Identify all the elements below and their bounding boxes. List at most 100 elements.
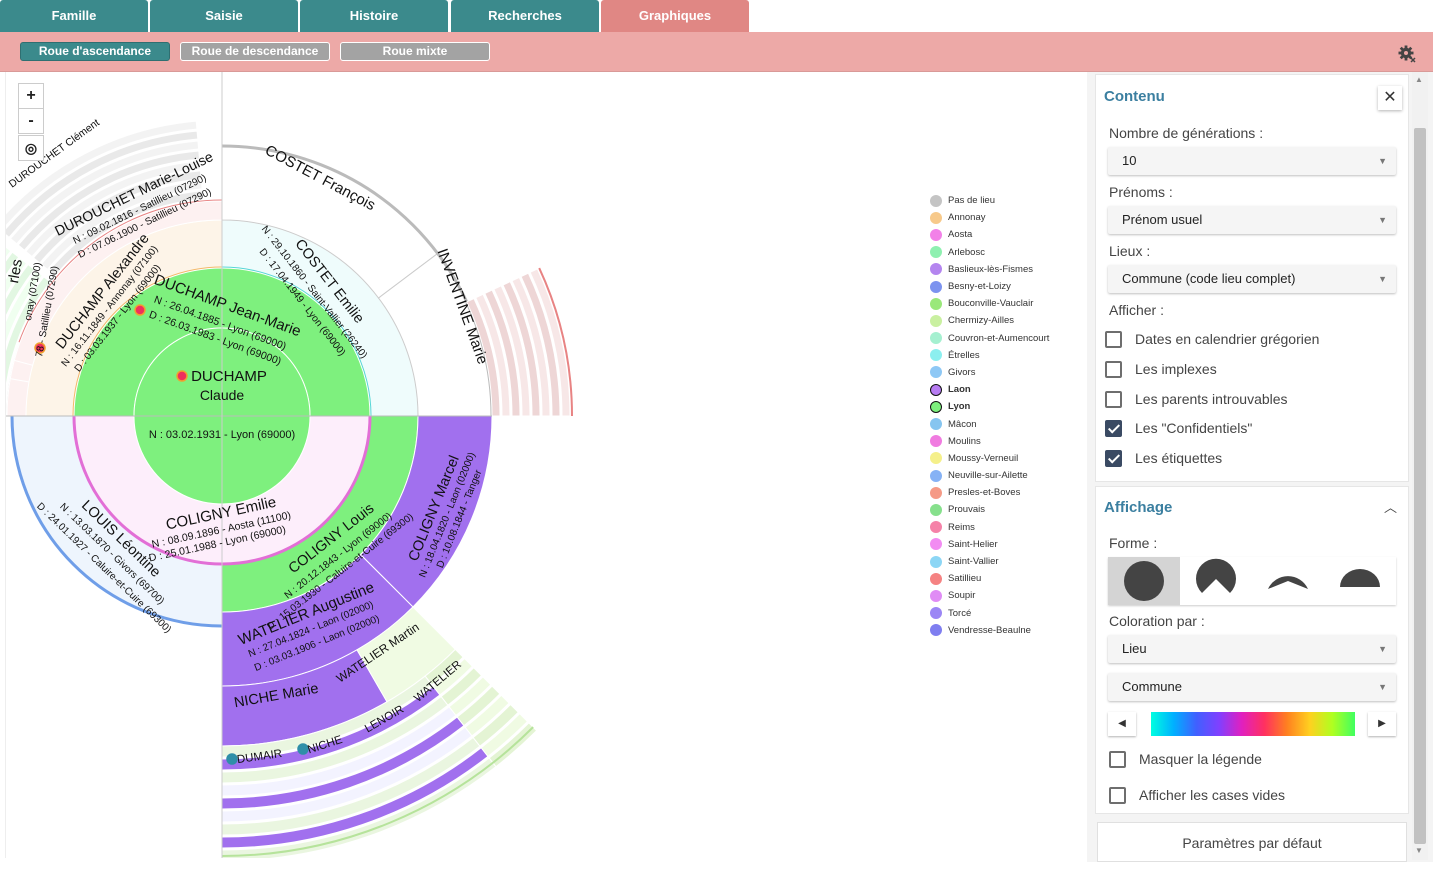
legend-color-dot [930,555,942,568]
legend-item: Pas de lieu [930,192,1049,209]
generation-6-strip[interactable] [48,190,204,277]
checkbox-etiquettes[interactable]: Les étiquettes [1105,448,1222,468]
generation-5-strip[interactable] [511,276,551,417]
generation-6-strip[interactable] [6,251,20,389]
legend-color-dot [930,624,942,637]
generation-6-strip[interactable] [464,694,510,737]
checkbox-box[interactable] [1105,419,1122,437]
generation-6-strip[interactable] [472,703,519,747]
legend-item: Presles-et-Boves [930,484,1049,501]
checkbox-box[interactable] [1109,750,1126,768]
palette-next-button[interactable]: ▶ [1368,712,1396,736]
generation-6-strip[interactable] [432,657,474,696]
checkbox-cases-vides[interactable]: Afficher les cases vides [1109,785,1285,805]
legend-label: Presles-et-Boves [948,487,1021,499]
checkbox-confidentiels[interactable]: Les "Confidentiels" [1105,418,1252,438]
generation-6-strip[interactable] [6,257,28,390]
legend-color-dot [930,211,942,224]
gear-icon[interactable] [1397,44,1417,64]
legend-color-dot [930,572,942,585]
three-quarter-circle-icon [1196,558,1236,593]
coloration-sub-select[interactable]: Commune ▼ [1108,673,1396,701]
prenoms-label: Prénoms : [1109,184,1173,200]
legend-item: Arlebosc [930,244,1049,261]
forme-option-full[interactable] [1108,557,1180,605]
generation-6-strip[interactable] [448,676,492,717]
legend-color-dot [930,349,942,362]
ascendance-wheel[interactable]: DUCHAMP Claude N : 03.02.1931 - Lyon (6900… [6,72,1085,858]
generation-6-strip[interactable] [6,270,44,392]
generations-select[interactable]: 10 ▼ [1108,147,1396,175]
generation-6-strip[interactable] [456,685,501,727]
panel-scrollbar[interactable]: ▲ ▼ [1412,72,1428,860]
checkbox-dates-gregorien[interactable]: Dates en calendrier grégorien [1105,329,1319,349]
tag-dot-icon [134,304,146,316]
legend-item: Satillieu [930,570,1049,587]
generation-5-strip[interactable] [502,280,541,417]
scroll-down-icon[interactable]: ▼ [1415,846,1423,855]
forme-option-half[interactable] [1324,557,1396,605]
tag-dot-icon [297,743,309,755]
forme-option-two-third[interactable] [1252,557,1324,605]
legend-label: Moussy-Verneuil [948,452,1019,464]
contenu-title: Contenu [1104,88,1165,105]
zoom-in-button[interactable]: + [18,83,44,109]
legend-color-dot [930,246,942,259]
checkbox-box[interactable] [1105,449,1122,467]
legend-label: Besny-et-Loizy [948,281,1011,293]
generation-6-strip[interactable] [32,170,202,264]
generation-5-strip[interactable] [520,272,561,417]
segment-border [538,267,573,417]
scroll-up-icon[interactable]: ▲ [1415,75,1423,84]
generation-5-strip[interactable] [484,289,521,417]
generation-6-strip[interactable] [9,140,200,245]
zoom-out-button[interactable]: - [18,108,44,134]
locate-icon[interactable]: ◎ [18,135,44,161]
lieux-select[interactable]: Commune (code lieu complet) ▼ [1108,265,1396,293]
scrollbar-thumb[interactable] [1414,128,1426,844]
afficher-label: Afficher : [1109,302,1164,318]
roue-descendance-button[interactable]: Roue de descendance [180,42,330,61]
generation-6-strip[interactable] [6,120,198,231]
legend-color-dot [930,194,942,207]
tab-recherches[interactable]: Recherches [451,0,599,32]
full-circle-icon [1124,561,1164,601]
generation-6-strip[interactable] [17,150,201,251]
generation-5-strip[interactable] [493,285,531,417]
roue-mixte-button[interactable]: Roue mixte [340,42,490,61]
close-icon[interactable]: ✕ [1378,86,1402,110]
generation-6-strip[interactable] [40,180,203,271]
prenoms-select[interactable]: Prénom usuel ▼ [1108,206,1396,234]
generation-6-strip[interactable] [440,667,483,706]
checkbox-parents-introuvables[interactable]: Les parents introuvables [1105,389,1288,409]
checkbox-implexes[interactable]: Les implexes [1105,359,1217,379]
roue-ascendance-button[interactable]: Roue d'ascendance [20,42,170,61]
generation-6-strip[interactable] [6,130,199,239]
forme-option-three-quarter[interactable] [1180,557,1252,605]
generation-5-strip[interactable] [475,293,511,417]
checkbox-masquer-legende[interactable]: Masquer la légende [1109,749,1262,769]
generation-5-strip[interactable] [529,268,571,417]
tab-histoire[interactable]: Histoire [300,0,448,32]
generation-6-strip[interactable] [25,160,201,258]
generation-6-strip[interactable] [6,246,12,388]
legend-label: Bouconville-Vauclair [948,298,1034,310]
coloration-select[interactable]: Lieu ▼ [1108,635,1396,663]
checkbox-box[interactable] [1109,786,1126,804]
checkbox-box[interactable] [1105,390,1122,408]
color-legend: Pas de lieu Annonay Aosta Arlebosc Baslieux-… [930,192,1049,639]
checkbox-box[interactable] [1105,360,1122,378]
tab-graphiques[interactable]: Graphiques [601,0,749,32]
checkbox-box[interactable] [1105,330,1122,348]
legend-item: Bouconville-Vauclair [930,295,1049,312]
generation-6-strip[interactable] [480,712,529,758]
tab-famille[interactable]: Famille [0,0,148,32]
generation-6-strip[interactable] [6,263,36,392]
reset-defaults-button[interactable]: Paramètres par défaut [1097,822,1407,862]
legend-item: Besny-et-Loizy [930,278,1049,295]
tab-saisie[interactable]: Saisie [150,0,298,32]
palette-prev-button[interactable]: ◀ [1108,712,1136,736]
chevron-up-icon[interactable]: ︿ [1384,500,1398,515]
generation-6-strip[interactable] [6,276,51,393]
generation-6-strip[interactable] [424,648,464,686]
